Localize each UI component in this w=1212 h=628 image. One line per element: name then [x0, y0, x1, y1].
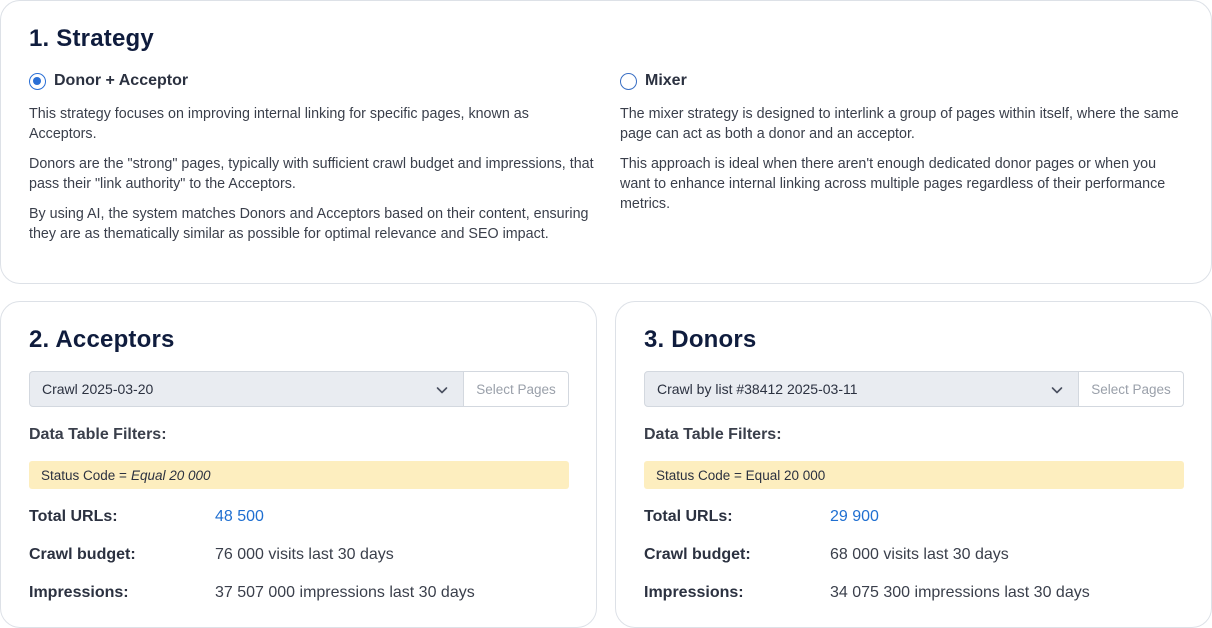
donors-card: 3. Donors Crawl by list #38412 2025-03-1…	[615, 301, 1212, 628]
strategy-option-donor-acceptor: Donor + Acceptor This strategy focuses o…	[29, 71, 599, 254]
donor-acceptor-description: This strategy focuses on improving inter…	[29, 104, 599, 244]
donor-acceptor-radio-row[interactable]: Donor + Acceptor	[29, 71, 599, 91]
mixer-paragraph: This approach is ideal when there aren't…	[620, 156, 1166, 212]
chevron-down-icon	[1051, 387, 1063, 394]
donors-filter-chip[interactable]: Status Code = Equal 20 000	[644, 461, 1184, 489]
total-urls-label: Total URLs:	[29, 508, 118, 525]
acceptors-crawl-budget: Crawl budget: 76 000 visits last 30 days	[29, 545, 394, 565]
mixer-paragraph: The mixer strategy is designed to interl…	[620, 106, 1179, 142]
donors-select-pages-button[interactable]: Select Pages	[1079, 371, 1184, 407]
donors-crawl-budget: Crawl budget: 68 000 visits last 30 days	[644, 545, 1009, 565]
acceptors-crawl-select[interactable]: Crawl 2025-03-20	[29, 371, 464, 407]
acceptors-total-urls: Total URLs: 48 500	[29, 507, 264, 527]
crawl-budget-value: 68 000 visits last 30 days	[830, 546, 1009, 563]
total-urls-link[interactable]: 29 900	[830, 508, 879, 525]
total-urls-link[interactable]: 48 500	[215, 508, 264, 525]
acceptors-filter-chip[interactable]: Status Code = Equal 20 000	[29, 461, 569, 489]
donors-total-urls: Total URLs: 29 900	[644, 507, 879, 527]
acceptors-crawl-select-value: Crawl 2025-03-20	[42, 381, 154, 397]
acceptors-filter-value: Equal 20 000	[130, 467, 211, 483]
donors-crawl-select[interactable]: Crawl by list #38412 2025-03-11	[644, 371, 1079, 407]
crawl-budget-value: 76 000 visits last 30 days	[215, 546, 394, 563]
mixer-label[interactable]: Mixer	[645, 72, 687, 89]
mixer-radio-row[interactable]: Mixer	[620, 71, 1190, 91]
acceptors-impressions: Impressions: 37 507 000 impressions last…	[29, 583, 475, 603]
impressions-label: Impressions:	[29, 584, 129, 601]
donors-crawl-select-value: Crawl by list #38412 2025-03-11	[657, 381, 858, 397]
strategy-option-mixer: Mixer The mixer strategy is designed to …	[620, 71, 1190, 224]
donor-acceptor-paragraph: This strategy focuses on improving inter…	[29, 106, 529, 142]
donors-filter-text: Status Code = Equal 20 000	[656, 467, 826, 483]
crawl-budget-label: Crawl budget:	[644, 546, 751, 563]
acceptors-filters-heading: Data Table Filters:	[29, 426, 167, 443]
strategy-title: 1. Strategy	[29, 25, 154, 52]
mixer-description: The mixer strategy is designed to interl…	[620, 104, 1190, 214]
donor-acceptor-radio[interactable]	[29, 72, 46, 90]
total-urls-label: Total URLs:	[644, 508, 733, 525]
acceptors-select-pages-button[interactable]: Select Pages	[464, 371, 569, 407]
chevron-down-icon	[436, 387, 448, 394]
donor-acceptor-label[interactable]: Donor + Acceptor	[54, 72, 189, 89]
donors-filters-heading: Data Table Filters:	[644, 426, 782, 443]
acceptors-crawl-selector: Crawl 2025-03-20 Select Pages	[29, 371, 569, 407]
donors-title: 3. Donors	[644, 326, 757, 353]
impressions-value: 34 075 300 impressions last 30 days	[830, 584, 1090, 601]
donors-crawl-selector: Crawl by list #38412 2025-03-11 Select P…	[644, 371, 1184, 407]
strategy-card: 1. Strategy Donor + Acceptor This strate…	[0, 0, 1212, 284]
donor-acceptor-paragraph: By using AI, the system matches Donors a…	[29, 206, 589, 242]
mixer-radio[interactable]	[620, 72, 637, 90]
acceptors-title: 2. Acceptors	[29, 326, 175, 353]
impressions-value: 37 507 000 impressions last 30 days	[215, 584, 475, 601]
acceptors-card: 2. Acceptors Crawl 2025-03-20 Select Pag…	[0, 301, 597, 628]
donors-impressions: Impressions: 34 075 300 impressions last…	[644, 583, 1090, 603]
crawl-budget-label: Crawl budget:	[29, 546, 136, 563]
donor-acceptor-paragraph: Donors are the "strong" pages, typically…	[29, 156, 594, 192]
impressions-label: Impressions:	[644, 584, 744, 601]
acceptors-filter-name: Status Code =	[41, 467, 127, 483]
